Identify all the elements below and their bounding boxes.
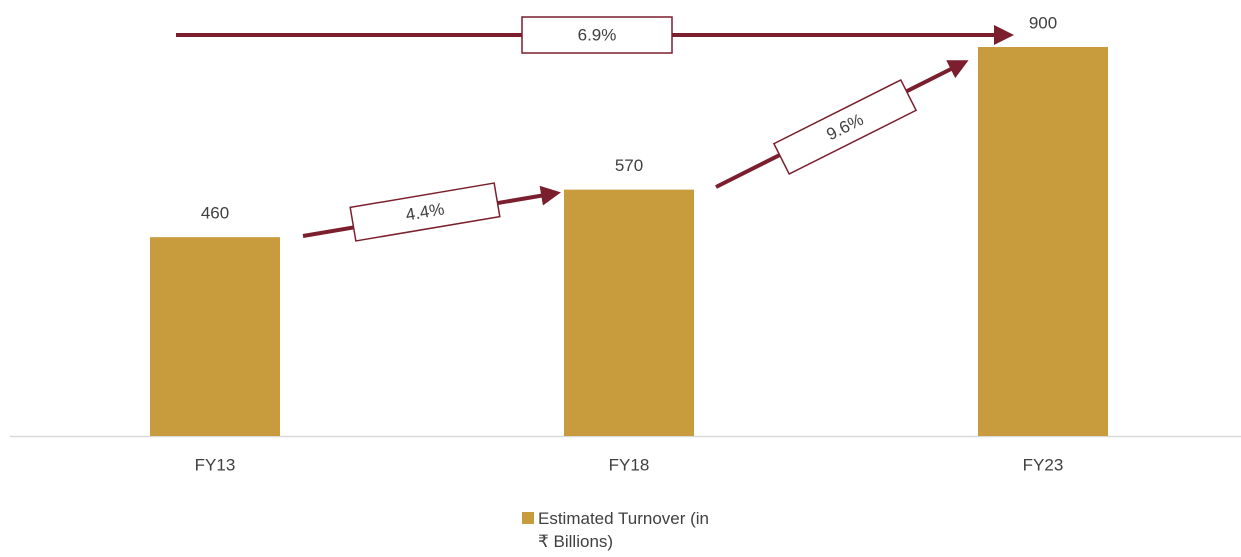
growth-box-frame xyxy=(521,16,673,54)
bar xyxy=(150,237,280,436)
x-tick-label: FY23 xyxy=(1023,455,1064,474)
chart: 460 FY13 570 FY18 900 FY23 6.9% 4.4% 9.6% xyxy=(10,13,1241,474)
growth-box-frame xyxy=(349,182,501,242)
legend-label: Estimated Turnover (in ₹ Billions) xyxy=(538,509,710,551)
x-tick-label: FY13 xyxy=(195,455,236,474)
growth-label: 6.9% xyxy=(578,25,617,44)
legend-swatch xyxy=(522,512,534,524)
legend: Estimated Turnover (in ₹ Billions) xyxy=(522,507,713,553)
growth-box: 6.9% xyxy=(521,16,673,54)
growth-box: 9.6% xyxy=(772,78,918,176)
bar xyxy=(564,189,694,436)
growth-box-frame xyxy=(772,78,918,176)
growth-box: 4.4% xyxy=(349,182,501,242)
data-label: 460 xyxy=(201,204,229,223)
bar xyxy=(978,47,1108,436)
data-label: 900 xyxy=(1029,13,1057,32)
data-label: 570 xyxy=(615,156,643,175)
x-tick-label: FY18 xyxy=(609,455,650,474)
